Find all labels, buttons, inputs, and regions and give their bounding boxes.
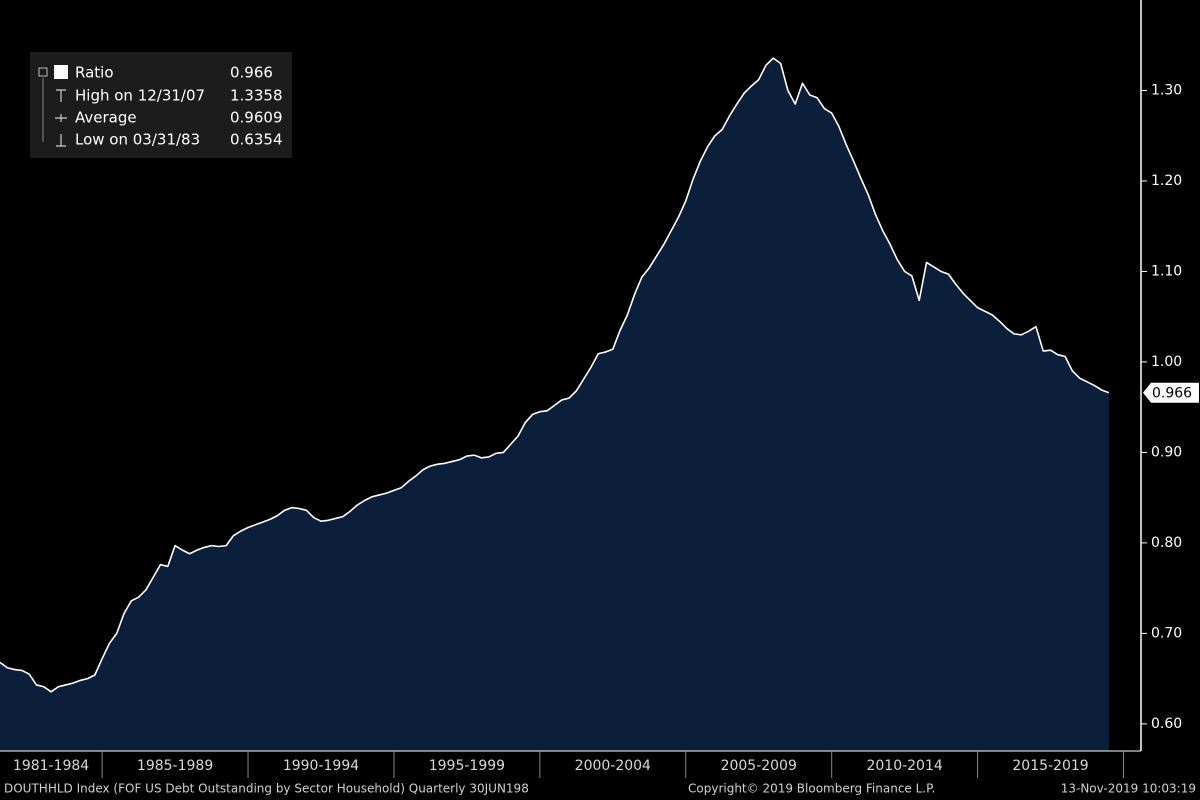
y-tick-label: 0.70 — [1151, 625, 1182, 641]
x-band-label: 2010-2014 — [866, 758, 942, 774]
last-value-tag-label: 0.966 — [1152, 386, 1192, 402]
legend-collapse-icon — [38, 67, 48, 77]
footer-source: DOUTHHLD Index (FOF US Debt Outstanding … — [4, 782, 529, 796]
legend-stat-label: Average — [75, 109, 137, 127]
footer-timestamp: 13-Nov-2019 10:03:19 — [1061, 782, 1196, 796]
legend-value: 0.966 — [230, 64, 273, 82]
legend-stat-value: 0.6354 — [230, 131, 283, 149]
legend-stat-label: High on 12/31/07 — [75, 87, 205, 105]
y-tick-label: 0.80 — [1151, 535, 1182, 551]
x-band-label: 2000-2004 — [575, 758, 651, 774]
x-band-label: 1985-1989 — [137, 758, 213, 774]
legend-stat-value: 1.3358 — [230, 87, 283, 105]
footer-copyright: Copyright© 2019 Bloomberg Finance L.P. — [688, 782, 935, 796]
high-icon — [56, 89, 66, 102]
legend-stat-label: Low on 03/31/83 — [75, 131, 200, 149]
area-fill — [0, 58, 1109, 751]
y-tick-label: 0.90 — [1151, 444, 1182, 460]
x-band-label: 1990-1994 — [283, 758, 359, 774]
legend-box — [30, 52, 292, 158]
legend: Ratio 0.966 High on 12/31/07 1.3358 Averag… — [30, 52, 292, 158]
axes: 0.60 0.70 0.80 0.90 1.00 1.10 1.20 1.30 1981-198… — [13, 82, 1182, 778]
last-value-tag: 0.966 — [1143, 382, 1199, 403]
y-tick-label: 1.30 — [1151, 82, 1182, 98]
y-tick-label: 1.10 — [1151, 263, 1182, 279]
plot-area — [0, 57, 1110, 751]
low-icon — [56, 134, 66, 147]
average-icon — [55, 114, 67, 122]
last-value-tag-shape — [1143, 382, 1199, 403]
line — [0, 57, 1110, 693]
legend-stat-value: 0.9609 — [230, 109, 283, 127]
y-tick-label: 1.20 — [1151, 173, 1182, 189]
x-band-label: 2005-2009 — [721, 758, 797, 774]
legend-label: Ratio — [75, 64, 114, 82]
x-band-label: 1995-1999 — [429, 758, 505, 774]
y-tick-label: 1.00 — [1151, 354, 1182, 370]
x-band-label: 2015-2019 — [1012, 758, 1088, 774]
legend-swatch — [54, 65, 68, 79]
x-band-label: 1981-1984 — [13, 758, 89, 774]
y-tick-label: 0.60 — [1151, 716, 1182, 732]
